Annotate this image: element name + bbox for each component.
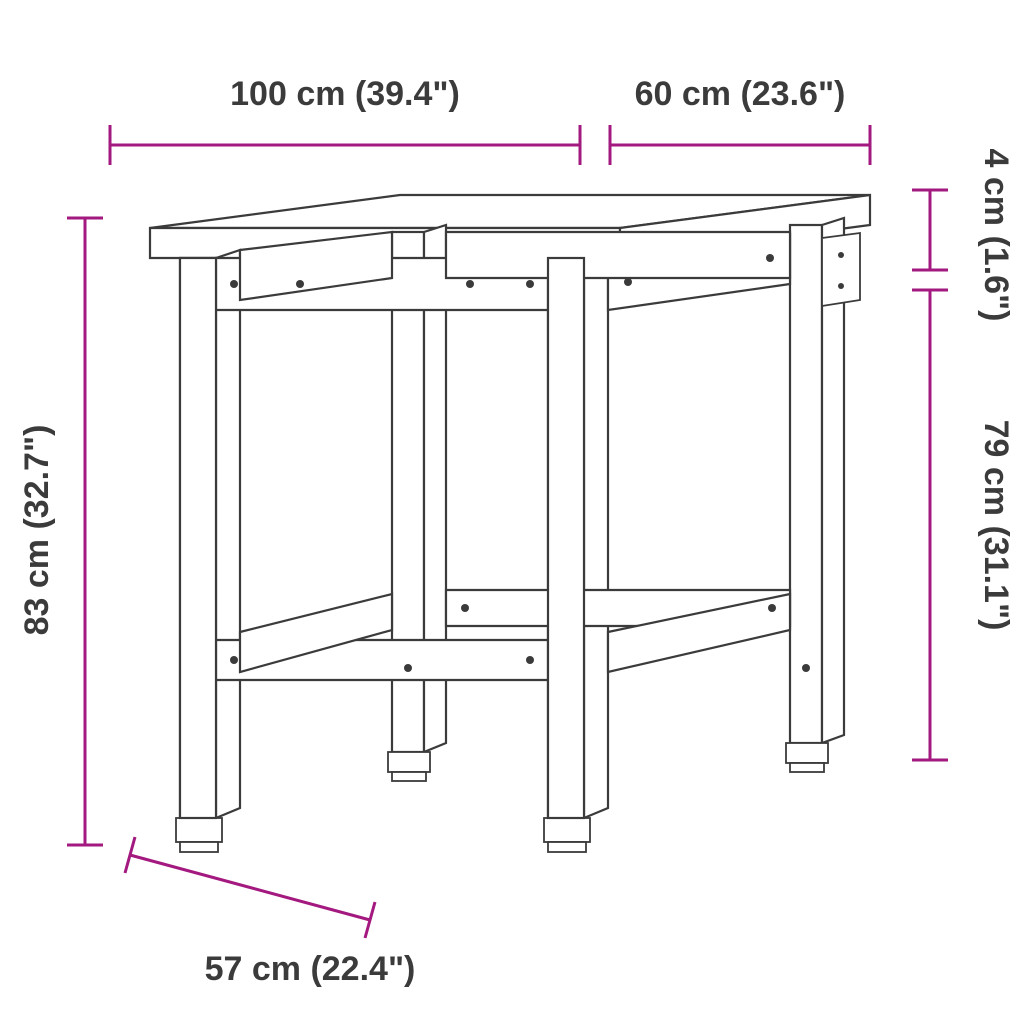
dim-depth-label: 60 cm (23.6") bbox=[635, 75, 846, 113]
dim-thickness-label: 4 cm (1.6") bbox=[977, 149, 1015, 322]
dim-front-depth-label: 57 cm (22.4") bbox=[205, 950, 416, 988]
corner-bracket bbox=[822, 233, 860, 306]
dim-front-depth bbox=[125, 837, 375, 938]
dim-depth bbox=[610, 125, 870, 165]
dim-leg-height-label: 79 cm (31.1") bbox=[977, 420, 1015, 631]
dim-thickness bbox=[912, 190, 948, 270]
dim-total-height-label: 83 cm (32.7") bbox=[18, 425, 56, 636]
table-drawing bbox=[150, 195, 870, 852]
dim-width-label: 100 cm (39.4") bbox=[230, 75, 460, 113]
dim-width bbox=[110, 125, 580, 165]
dim-leg-height bbox=[912, 290, 948, 760]
dim-total-height bbox=[67, 218, 103, 845]
